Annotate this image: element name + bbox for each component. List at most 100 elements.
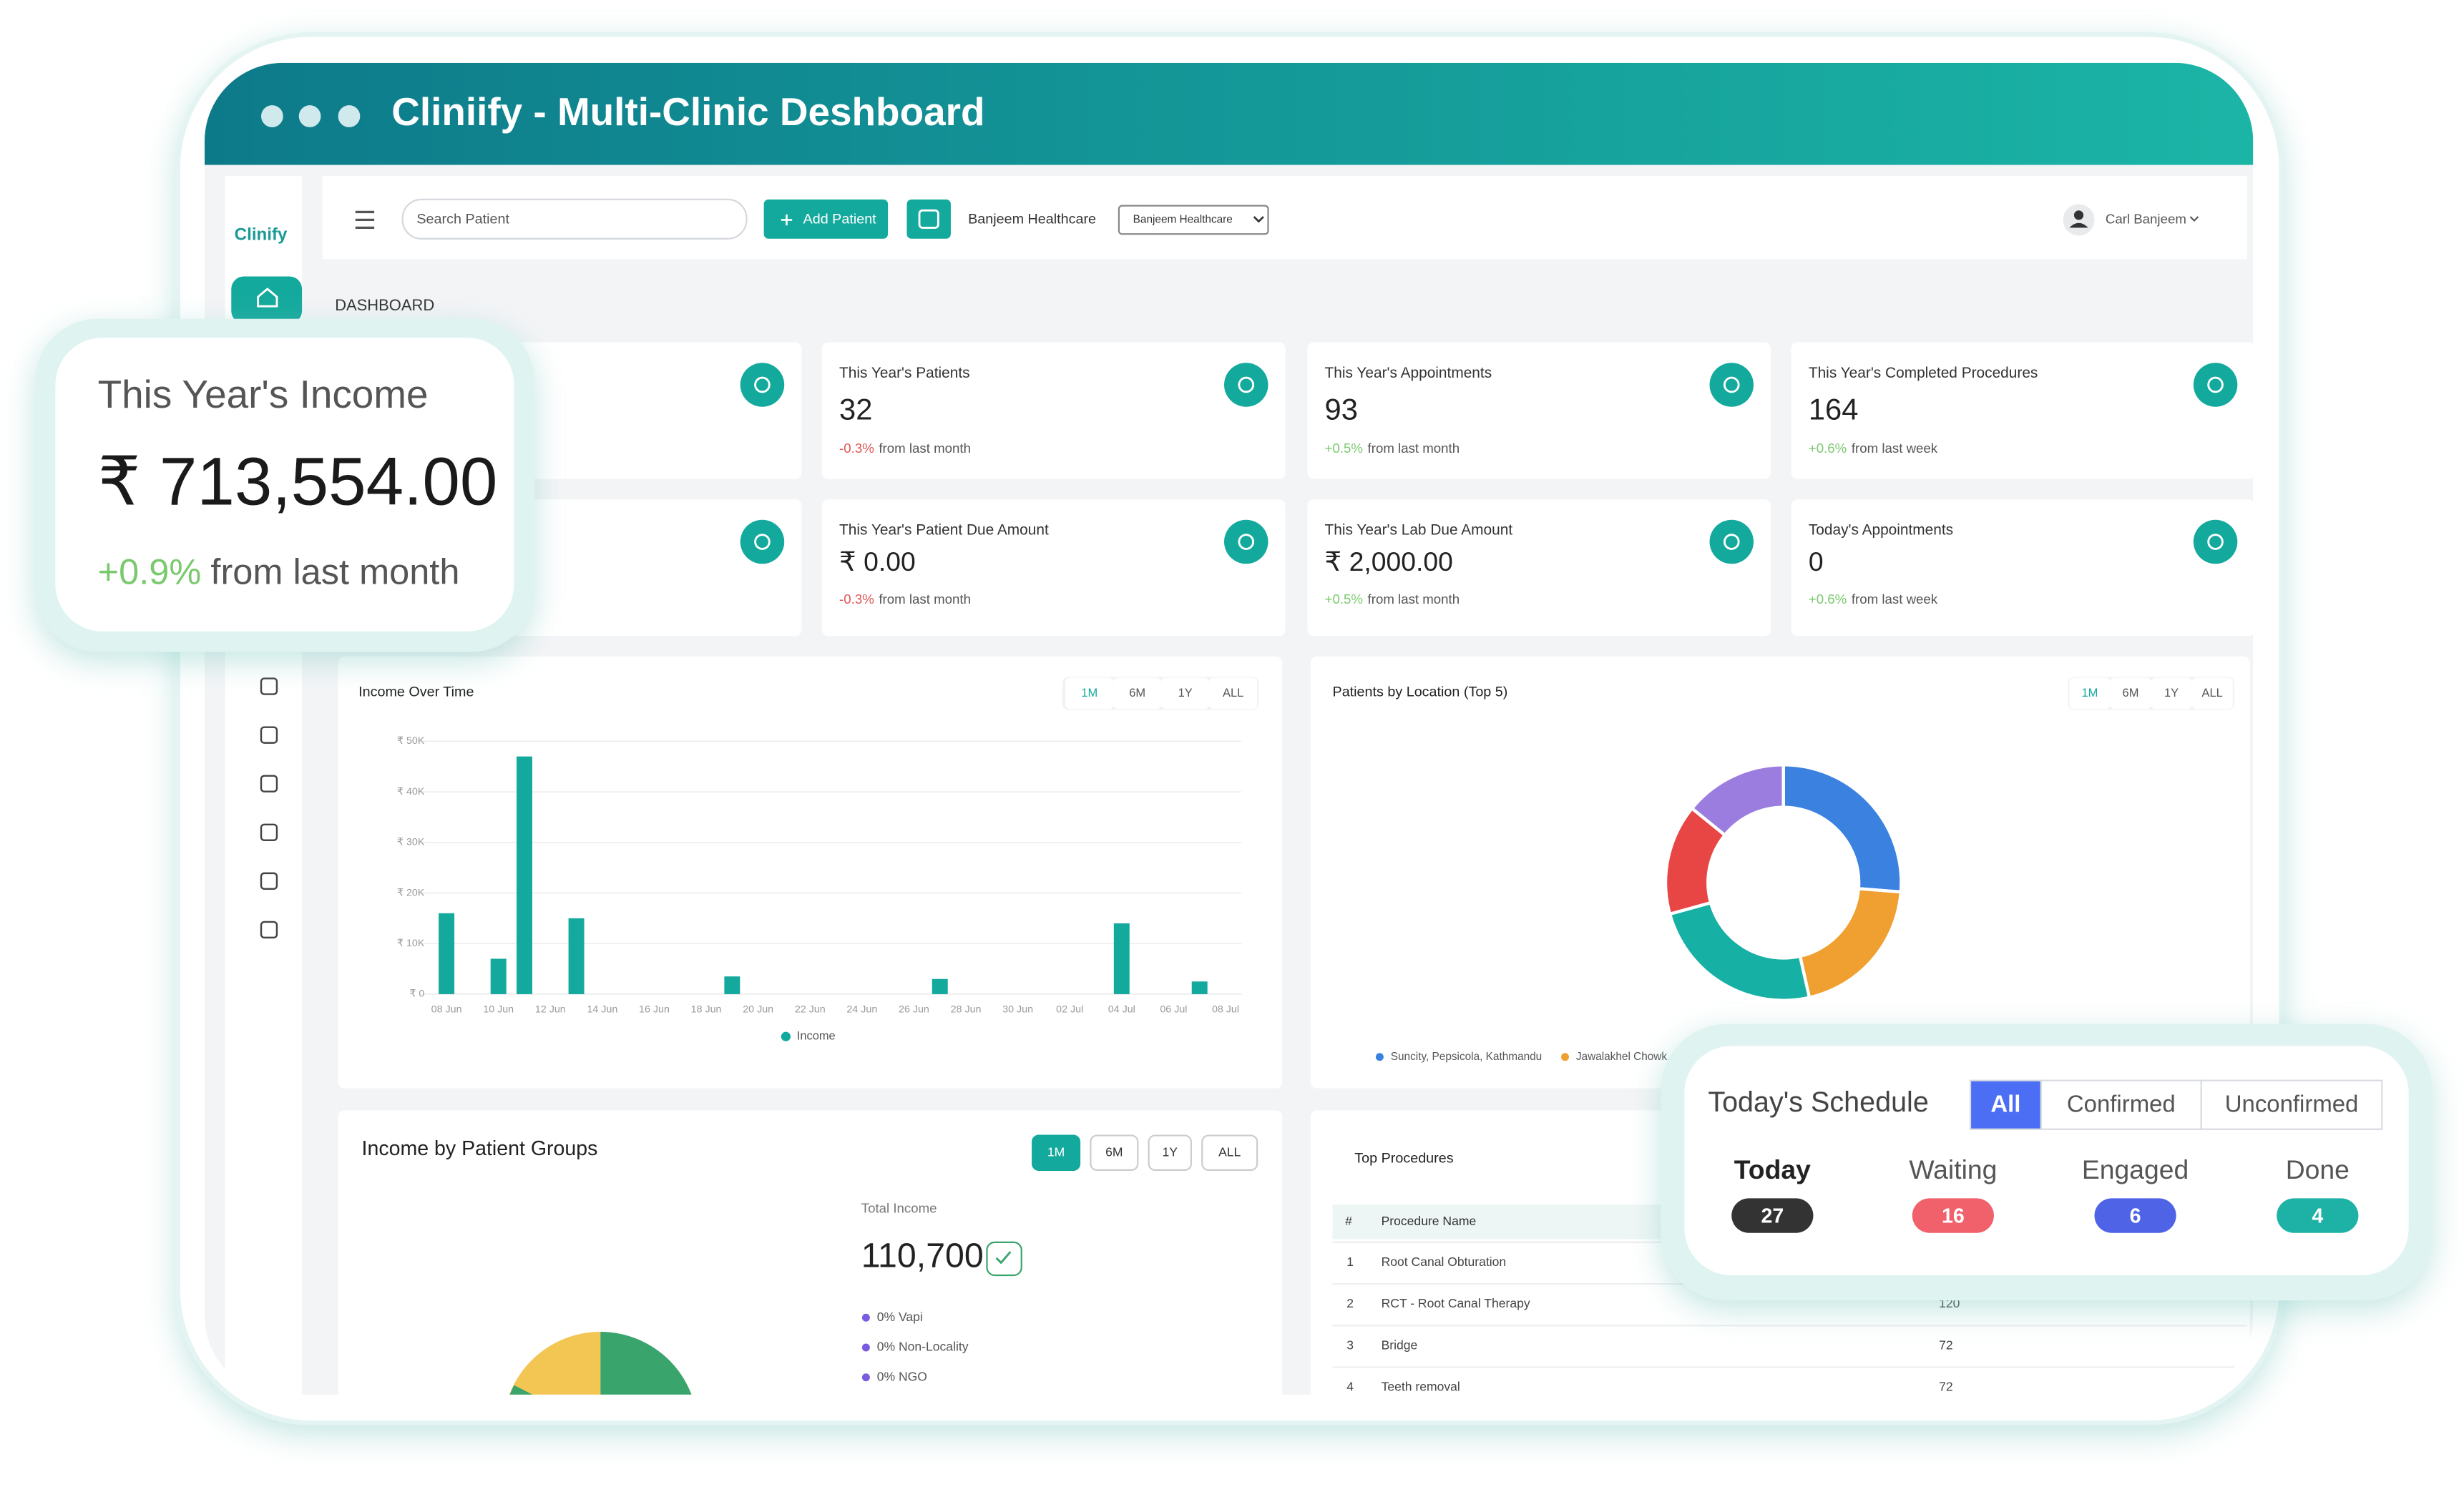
pie-slice bbox=[600, 1332, 698, 1395]
panel-title: Top Procedures bbox=[1354, 1151, 1453, 1167]
tab[interactable] bbox=[1113, 677, 1162, 710]
status-label: Engaged bbox=[2082, 1154, 2189, 1184]
legend-swatch bbox=[861, 1373, 870, 1382]
filter-tab[interactable] bbox=[2200, 1079, 2383, 1130]
legend-swatch bbox=[781, 1031, 791, 1041]
stat-icon bbox=[1709, 519, 1754, 564]
avatar-body bbox=[2069, 222, 2088, 228]
page-title: DASHBOARD bbox=[335, 296, 434, 314]
tab[interactable] bbox=[1032, 1134, 1081, 1171]
user-name[interactable]: Carl Banjeem bbox=[2106, 211, 2186, 226]
tab-label: ALL bbox=[2202, 687, 2223, 700]
search-input[interactable] bbox=[401, 198, 748, 240]
change: +0.5% bbox=[1325, 592, 1363, 607]
popup-title: This Year's Income bbox=[98, 372, 429, 416]
tab-label: 1Y bbox=[1163, 1144, 1178, 1159]
tab[interactable] bbox=[2110, 677, 2151, 710]
tab-label: 1M bbox=[2081, 687, 2098, 700]
stat-value: ₹ 0.00 bbox=[839, 546, 916, 576]
stat-icon bbox=[740, 519, 785, 564]
window-dot bbox=[298, 105, 321, 127]
count-pill bbox=[1731, 1198, 1814, 1233]
stat-title: This Year's Completed Procedures bbox=[1809, 365, 2038, 381]
stat-value: ₹ 2,000.00 bbox=[1325, 546, 1453, 576]
change: +0.5% bbox=[1325, 441, 1363, 456]
tab[interactable] bbox=[1201, 1134, 1258, 1171]
period: from last week bbox=[1852, 441, 1938, 456]
donut-segment bbox=[1668, 900, 1812, 1002]
y-tick-label: ₹ 20K bbox=[397, 887, 425, 898]
filter-tab[interactable] bbox=[1969, 1079, 2042, 1130]
nav-icon[interactable] bbox=[260, 677, 278, 695]
tab[interactable] bbox=[1090, 1134, 1139, 1171]
tab[interactable] bbox=[2191, 677, 2233, 710]
status-label: Waiting bbox=[1909, 1154, 1997, 1184]
legend-swatch bbox=[1561, 1053, 1569, 1061]
nav-icon[interactable] bbox=[260, 921, 278, 939]
tab[interactable] bbox=[1065, 677, 1114, 710]
tab[interactable] bbox=[2151, 677, 2192, 710]
nav-icon[interactable] bbox=[260, 872, 278, 890]
bar bbox=[1113, 923, 1130, 994]
user-chevron bbox=[2189, 216, 2199, 222]
filter-tab[interactable] bbox=[2040, 1079, 2202, 1130]
income-popup bbox=[55, 338, 514, 632]
popup-value: ₹ 713,554.00 bbox=[98, 445, 498, 520]
tab[interactable] bbox=[1161, 677, 1210, 710]
change: +0.6% bbox=[1809, 592, 1847, 607]
count-pill bbox=[1912, 1198, 1994, 1233]
plus-icon bbox=[781, 214, 793, 226]
logo: Clinify bbox=[235, 225, 288, 245]
stat-title: This Year's Patient Due Amount bbox=[839, 522, 1049, 539]
stat-icon-glyph bbox=[1238, 534, 1255, 550]
stat-change: -0.3% from last month bbox=[839, 441, 971, 456]
window-dot bbox=[338, 105, 361, 127]
nav-icon[interactable] bbox=[260, 726, 278, 744]
tab[interactable] bbox=[1148, 1134, 1193, 1171]
add-patient-label: Add Patient bbox=[803, 212, 877, 227]
legend-label: Suncity, Pepsicola, Kathmandu bbox=[1391, 1051, 1542, 1063]
status-label: Today bbox=[1734, 1154, 1811, 1184]
stat-icon-glyph bbox=[1723, 534, 1740, 550]
period: from last month bbox=[1368, 441, 1460, 456]
tab-label: 1M bbox=[1081, 687, 1097, 700]
table-cell: 2 bbox=[1346, 1296, 1354, 1310]
stat-icon bbox=[1709, 363, 1754, 407]
x-tick-label: 10 Jun bbox=[483, 1004, 514, 1016]
total-value: 110,700 bbox=[861, 1237, 984, 1275]
nav-icon[interactable] bbox=[260, 823, 278, 841]
x-tick-label: 18 Jun bbox=[691, 1004, 722, 1016]
change: -0.3% bbox=[839, 441, 874, 456]
stat-icon bbox=[2193, 519, 2238, 564]
tab[interactable] bbox=[1209, 677, 1258, 710]
legend-swatch bbox=[1375, 1053, 1384, 1061]
nav-icon[interactable] bbox=[260, 775, 278, 792]
period: from last month bbox=[879, 441, 971, 456]
donut-segment bbox=[1781, 763, 1903, 894]
tab[interactable] bbox=[2069, 677, 2111, 710]
stat-icon bbox=[740, 363, 785, 407]
schedule-body: All Confirmed Unconfirmed Today 27 Waiting 16 E… bbox=[1731, 1079, 2383, 1233]
schedule-title: Today's Schedule bbox=[1708, 1086, 1929, 1118]
filter-label: Unconfirmed bbox=[2225, 1091, 2359, 1117]
tab-label: 6M bbox=[2123, 687, 2139, 700]
total-label: Total Income bbox=[861, 1201, 937, 1216]
clinic-icon-button[interactable] bbox=[906, 199, 951, 239]
stat-title: This Year's Patients bbox=[839, 365, 970, 381]
filter-label: Confirmed bbox=[2067, 1091, 2176, 1117]
x-tick-label: 06 Jul bbox=[1160, 1004, 1187, 1016]
period: from last week bbox=[1852, 592, 1938, 607]
legend-label: 0% Vapi bbox=[877, 1310, 923, 1324]
tab-label: 1Y bbox=[1178, 687, 1193, 700]
add-patient-button[interactable] bbox=[763, 199, 889, 239]
clinic-select[interactable] bbox=[1118, 205, 1269, 235]
nav-home[interactable] bbox=[231, 276, 303, 324]
x-tick-label: 26 Jun bbox=[899, 1004, 929, 1016]
y-tick-label: ₹ 50K bbox=[397, 735, 425, 747]
stat-title: Today's Appointments bbox=[1809, 522, 1953, 539]
menu-icon[interactable] bbox=[355, 210, 375, 230]
location-panel bbox=[1310, 656, 2250, 1089]
avatar-head bbox=[2073, 210, 2084, 220]
table-cell: 1 bbox=[1346, 1255, 1354, 1269]
